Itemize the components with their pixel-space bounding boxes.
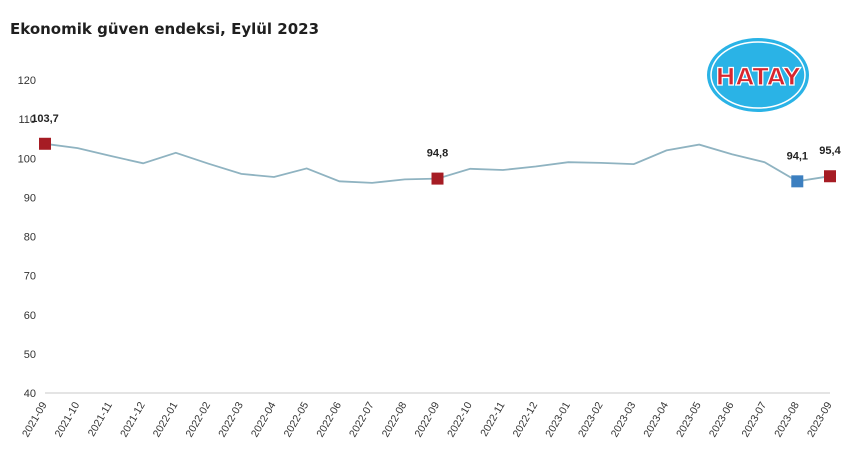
data-label: 103,7	[31, 113, 59, 125]
data-label: 95,4	[819, 145, 841, 157]
logo-text: HATAY	[716, 63, 802, 91]
data-label: 94,1	[787, 150, 808, 162]
y-tick-label: 120	[18, 75, 36, 87]
x-tick-label: 2021-11	[86, 400, 115, 439]
y-tick-label: 110	[18, 114, 36, 126]
x-tick-label: 2023-03	[609, 400, 639, 440]
x-tick-label: 2023-01	[543, 400, 573, 440]
logo-badge	[707, 38, 809, 112]
y-tick-label: 40	[24, 388, 36, 400]
x-tick-label: 2022-11	[478, 400, 507, 439]
x-tick-label: 2022-09	[412, 400, 442, 440]
markers	[39, 137, 836, 188]
logo-ring	[710, 41, 806, 109]
x-tick-label: 2022-01	[151, 400, 181, 440]
y-tick-label: 90	[24, 192, 36, 204]
x-tick-label: 2021-09	[20, 400, 50, 440]
x-tick-label: 2022-04	[249, 400, 279, 440]
y-tick-label: 50	[24, 349, 36, 361]
data-point-marker	[39, 137, 51, 150]
data-point-marker	[824, 170, 836, 183]
x-tick-label: 2023-07	[740, 400, 770, 440]
y-tick-label: 100	[18, 153, 36, 165]
data-point-marker	[791, 175, 804, 188]
y-tick-label: 80	[24, 232, 36, 244]
x-tick-label: 2023-08	[772, 400, 802, 440]
x-tick-label: 2022-10	[445, 400, 475, 440]
x-tick-label: 2023-02	[576, 400, 606, 440]
x-tick-label: 2022-07	[347, 400, 377, 440]
y-tick-label: 60	[24, 310, 36, 322]
x-tick-label: 2022-03	[216, 400, 246, 440]
hatay-logo: HATAY	[707, 38, 809, 112]
x-tick-label: 2022-08	[380, 400, 410, 440]
x-tick-label: 2021-10	[53, 400, 83, 440]
x-tick-label: 2023-06	[707, 400, 737, 440]
x-tick-label: 2022-05	[282, 400, 312, 440]
data-point-marker	[431, 172, 444, 185]
x-tick-label: 2022-06	[314, 400, 344, 440]
x-tick-label: 2023-04	[641, 400, 671, 440]
data-label: 94,8	[427, 148, 448, 160]
x-tick-label: 2021-12	[118, 400, 148, 440]
x-tick-label: 2022-12	[511, 400, 541, 440]
data-labels: 103,7 94,8 94,1 95,4	[31, 113, 841, 163]
x-tick-label: 2023-09	[805, 400, 835, 440]
x-tick-label: 2023-05	[674, 400, 704, 440]
chart-title: Ekonomik güven endeksi, Eylül 2023	[10, 20, 320, 38]
x-tick-label: 2022-02	[183, 400, 213, 440]
y-tick-label: 70	[24, 271, 36, 283]
